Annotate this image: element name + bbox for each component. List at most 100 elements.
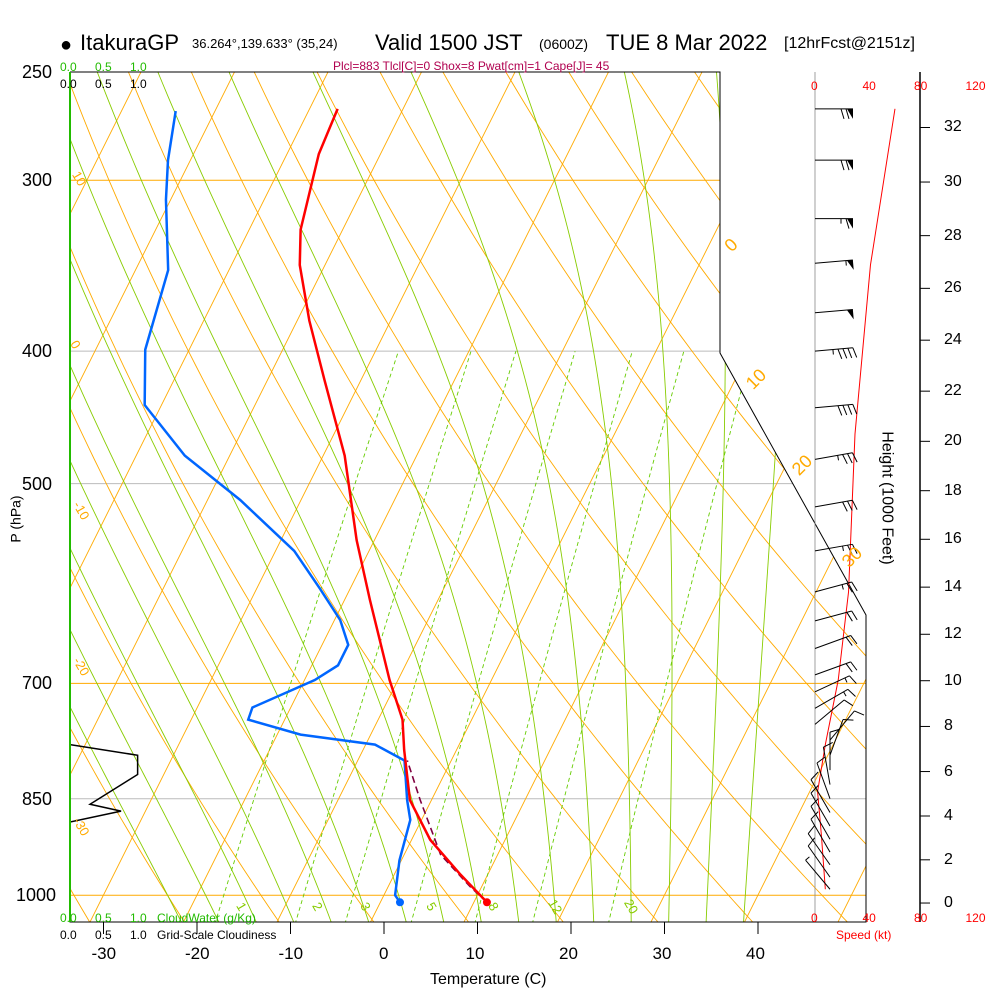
wind-barb-halfflag bbox=[837, 455, 840, 461]
speed-tick-label: 0 bbox=[811, 911, 818, 925]
mixing-ratio-line bbox=[474, 350, 633, 922]
wind-barb bbox=[814, 403, 853, 409]
isotherm-line bbox=[74, 72, 582, 922]
wind-barb-flag bbox=[845, 159, 850, 171]
dry-adiabat-line bbox=[70, 72, 471, 922]
cloudiness-label: Grid-Scale Cloudiness bbox=[157, 928, 277, 942]
wind-barb-flag bbox=[852, 404, 858, 415]
dewpoint-curve bbox=[143, 110, 412, 904]
isotherm-line bbox=[448, 72, 866, 922]
dry-adiabat-line bbox=[70, 72, 281, 922]
right-panel bbox=[805, 108, 896, 890]
wind-barb-flag bbox=[842, 348, 848, 359]
dry-adiabat-line bbox=[118, 72, 661, 922]
wind-barb-flag bbox=[847, 453, 853, 464]
valid-time: Valid 1500 JST bbox=[375, 30, 523, 55]
wind-barb-flag bbox=[837, 348, 843, 359]
wind-barb bbox=[814, 661, 851, 676]
wind-barb-flag bbox=[842, 719, 854, 721]
wind-barb-halfflag bbox=[841, 584, 844, 590]
isotherm-line bbox=[70, 72, 489, 922]
cloudwater-scale-top-0: 0.0 bbox=[60, 60, 77, 74]
wind-barb bbox=[814, 452, 853, 460]
isotherm-line bbox=[542, 72, 866, 922]
wind-barb bbox=[810, 806, 831, 840]
isotherm-line bbox=[0, 0, 20, 952]
wind-barb bbox=[814, 699, 845, 725]
moist-adiabat-line bbox=[301, 72, 557, 922]
wind-barb-flag bbox=[846, 612, 853, 622]
dry-adiabat-line bbox=[70, 72, 376, 922]
wind-barb-flag bbox=[851, 452, 858, 463]
wind-barb bbox=[814, 581, 852, 593]
temperature-tick-label: 10 bbox=[465, 944, 485, 963]
height-tick-label: 32 bbox=[944, 118, 962, 136]
isotherm-line bbox=[822, 72, 866, 922]
height-tick-label: 16 bbox=[944, 530, 962, 548]
moist-adiabat-line bbox=[70, 72, 408, 922]
wind-barb-flag bbox=[845, 108, 850, 119]
moist-adiabat-line bbox=[70, 72, 333, 922]
forecast-info: [12hrFcst@2151z] bbox=[784, 35, 915, 52]
wind-barb-halfflag bbox=[844, 677, 848, 683]
height-tick-label: 26 bbox=[944, 279, 962, 297]
speed-tick-label: 120 bbox=[965, 911, 986, 925]
moist-adiabat-line bbox=[618, 72, 673, 922]
dry-adiabat-line bbox=[242, 72, 850, 922]
pressure-tick-label: 400 bbox=[22, 341, 53, 362]
mixing-ratio-line bbox=[214, 350, 399, 922]
height-tick-label: 6 bbox=[944, 762, 953, 780]
mixing-ratio-line bbox=[294, 350, 472, 922]
date: TUE 8 Mar 2022 bbox=[606, 30, 768, 55]
wind-barb-flag bbox=[847, 500, 853, 511]
wind-barb-halfflag bbox=[805, 856, 810, 861]
height-tick-label: 30 bbox=[944, 173, 962, 191]
cloudiness-scale-top-1: 1.0 bbox=[130, 77, 147, 91]
y-axis-label: P (hPa) bbox=[7, 495, 24, 543]
wind-barb bbox=[814, 543, 853, 552]
wind-barb-flag bbox=[851, 500, 858, 510]
speed-tick-label: 80 bbox=[914, 911, 928, 925]
temperature-tick-label: 0 bbox=[379, 944, 389, 963]
cloudwater-scale-top-1: 1.0 bbox=[130, 60, 147, 74]
wind-barb-halfflag bbox=[842, 545, 844, 552]
height-tick-label: 12 bbox=[944, 625, 962, 643]
wind-barb-flag bbox=[840, 108, 845, 119]
height-axis-label: Height (1000 Feet) bbox=[878, 431, 896, 565]
wind-barb-flag bbox=[823, 742, 833, 748]
wind-barb-flag bbox=[847, 404, 853, 415]
speed-tick-label-top: 40 bbox=[862, 79, 876, 93]
moist-adiabat-line bbox=[70, 72, 370, 922]
x-axis-label: Temperature (C) bbox=[430, 971, 547, 988]
wind-barb-flag bbox=[851, 544, 858, 554]
parcel-curve bbox=[406, 760, 488, 903]
dry-adiabat-line bbox=[927, 48, 1000, 924]
pressure-tick-label: 300 bbox=[22, 170, 53, 191]
cloudiness-scale-1: 1.0 bbox=[130, 928, 147, 942]
pressure-tick-label: 1000 bbox=[16, 885, 57, 906]
station-dot-icon: ● bbox=[60, 34, 73, 56]
height-tick-label: 18 bbox=[944, 481, 962, 499]
utc-time: (0600Z) bbox=[539, 36, 589, 52]
wind-barb bbox=[814, 688, 849, 709]
dry-adiabat-line bbox=[989, 48, 1000, 924]
wind-barb bbox=[807, 833, 831, 866]
cloudwater-scale-05: 0.5 bbox=[95, 911, 112, 925]
cloudwater-scale-top-05: 0.5 bbox=[95, 60, 112, 74]
wind-barb bbox=[814, 347, 853, 352]
wind-barb-halfflag bbox=[843, 691, 847, 697]
wind-barb-flag bbox=[852, 347, 858, 358]
isotherm-line bbox=[729, 72, 866, 922]
pressure-tick-label: 500 bbox=[22, 473, 53, 494]
cloudwater-scale-0: 0.0 bbox=[60, 911, 77, 925]
temperature-tick-label: -20 bbox=[185, 944, 210, 963]
mixing-ratio-line bbox=[607, 350, 753, 922]
wind-barb bbox=[810, 779, 831, 813]
surface-temp-marker bbox=[482, 898, 491, 907]
wind-barb bbox=[829, 710, 855, 741]
height-tick-label: 10 bbox=[944, 671, 962, 689]
wind-barb-flag bbox=[837, 405, 843, 416]
wind-barb-flag bbox=[842, 405, 848, 416]
